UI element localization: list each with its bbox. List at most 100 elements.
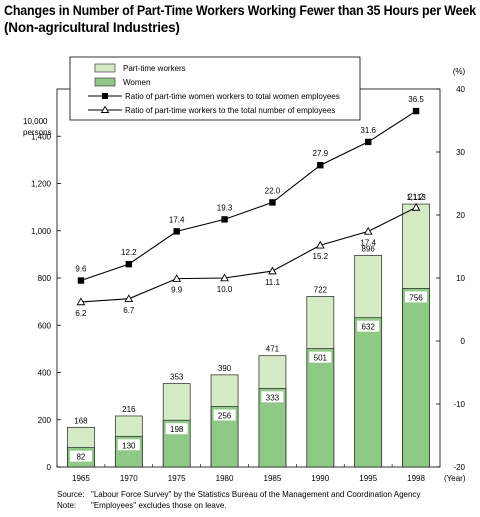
marker-total-ratio [220,273,229,282]
note-label: Note: [57,501,77,510]
label-women-ratio: 22.0 [265,186,281,195]
marker-women-ratio [173,228,180,235]
bar-label-box [357,320,380,332]
left-axis-tick-label: 600 [38,321,52,330]
x-axis-unit: (Year) [444,474,466,483]
marker-total-ratio [411,202,421,211]
right-axis-tick-label: 10 [456,274,465,283]
note-text: "Employees" excludes those on leave. [91,501,227,510]
bar-label-box [213,409,236,421]
data-labels: 168 216 353 390 471 722 896 1,113 82 130 198 256 333… [69,95,428,462]
left-axis-tick-label: 1,200 [31,180,52,189]
marker-women-ratio [77,277,85,284]
marker-women-ratio [125,260,133,268]
left-axis-tick-label: 800 [38,274,52,283]
label-women-ratio: 27.9 [313,149,329,158]
label-total-ratio: 10.0 [217,285,233,294]
marker-women-ratio [317,162,324,169]
marker-women-ratio [364,138,372,146]
source-text: "Labour Force Survey" by the Statistics … [91,490,421,499]
bar-label-box [405,291,428,303]
source-label: Source: [57,490,85,499]
legend-marker-women-ratio [102,93,108,99]
chart-subtitle: (Non-agricultural Industries) [4,20,180,35]
marker-total-ratio [363,226,373,235]
x-axis-tick-label: 1970 [120,474,138,483]
x-axis-tick-label: 1965 [72,474,90,483]
bar-label-box [69,450,92,462]
label-women-ratio: 9.6 [75,265,87,274]
left-axis-tick-label: 0 [47,463,52,472]
bar-label-part-time-workers: 216 [122,405,136,414]
bar-label-part-time-workers: 471 [266,345,280,354]
bar-label-part-time-workers: 353 [170,373,184,382]
left-axis-tick-label: 400 [38,369,52,378]
line-total-ratio [80,206,417,303]
label-total-ratio: 6.7 [123,306,135,315]
marker-women-ratio [221,216,228,223]
left-axis-unit: persons [23,128,51,137]
bar-label-women: 130 [122,441,136,450]
marker-total-ratio [124,294,134,303]
right-axis-tick-label: -10 [453,400,465,409]
bar-label-women: 632 [362,323,376,332]
right-axis-tick-label: 30 [456,148,465,157]
bar-label-women: 501 [314,354,328,363]
bar-women [402,288,430,468]
note: Note: "Employees" excludes those on leave… [57,501,227,510]
legend-label-part-time-workers: Part-time workers [123,64,186,73]
left-axis-tick-label: 1,000 [31,227,52,236]
bar-label-women: 256 [218,412,232,421]
bar-label-part-time-workers: 168 [74,416,88,425]
bar-label-women: 756 [409,293,423,302]
marker-total-ratio [76,297,86,306]
legend: Part-time workers Women Ratio of part-time… [69,56,361,121]
marker-total-ratio [172,274,182,282]
left-axis-tick-label: 1,400 [31,132,52,141]
bar-label-box [309,351,332,363]
plot-frame [56,88,441,468]
legend-marker-total-ratio [100,105,110,113]
right-axis-tick-label: -20 [453,463,465,472]
legend-label-women-ratio: Ratio of part-time women workers to tota… [125,92,340,101]
legend-swatch-women [94,77,116,87]
label-total-ratio: 9.9 [171,286,183,295]
x-axis-tick-label: 1975 [168,474,186,483]
bar-label-part-time-workers: 1,113 [406,193,426,202]
left-axis-tick-label: 200 [38,416,52,425]
label-women-ratio: 31.6 [360,126,376,135]
bar-label-box [261,391,284,403]
chart-title: Changes in Number of Part-Time Workers W… [4,3,476,18]
x-axis-tick-label: 1995 [359,474,377,483]
line-women-ratio [80,110,417,282]
marker-total-ratio [315,240,325,249]
bar-label-women: 82 [76,453,85,462]
bar-label-women: 198 [170,425,184,434]
marker-women-ratio [412,107,420,115]
label-women-ratio: 17.4 [169,215,185,224]
bar-label-box [165,423,188,435]
label-total-ratio: 11.1 [265,278,281,287]
bar-women [354,317,383,468]
label-women-ratio: 19.3 [217,203,233,212]
legend-label-total-ratio: Ratio of part-time workers to the total … [125,106,335,115]
marker-total-ratio [268,266,277,275]
label-total-ratio: 17.4 [360,238,376,247]
bar-women [306,348,335,468]
label-women-ratio: 12.2 [121,248,137,257]
label-women-ratio: 36.5 [408,95,424,104]
right-axis-tick-label: 20 [456,211,465,220]
x-axis-tick-label: 1998 [407,474,425,483]
bar-label-part-time-workers: 896 [362,244,376,253]
legend-swatch-part-time-workers [94,63,116,73]
x-axis-tick-label: 1980 [216,474,234,483]
x-axis-tick-label: 1985 [264,474,282,483]
ratio-lines [76,107,421,306]
label-total-ratio: 6.2 [75,309,87,318]
axes: 02004006008001,0001,2001,40010,000person… [23,67,466,483]
right-axis-tick-label: 40 [456,85,465,94]
label-total-ratio: 21.2 [408,192,424,201]
legend-label-women: Women [123,78,150,87]
source-note: Source: "Labour Force Survey" by the Stat… [57,490,420,499]
bar-label-box [117,439,140,451]
